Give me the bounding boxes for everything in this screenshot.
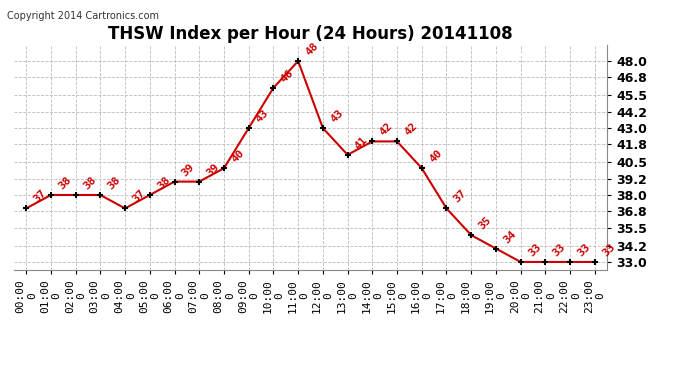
- Text: 33: 33: [526, 242, 543, 258]
- Text: 34: 34: [502, 228, 518, 245]
- Text: 40: 40: [427, 148, 444, 165]
- Text: 48: 48: [304, 41, 320, 57]
- Text: 39: 39: [205, 161, 221, 178]
- Text: 37: 37: [32, 188, 48, 205]
- Text: 38: 38: [81, 175, 98, 192]
- Text: 42: 42: [402, 121, 420, 138]
- Text: 42: 42: [378, 121, 395, 138]
- Text: 37: 37: [130, 188, 147, 205]
- Text: 38: 38: [106, 175, 123, 192]
- Text: 43: 43: [254, 108, 271, 124]
- Text: 46: 46: [279, 68, 295, 84]
- Text: 43: 43: [328, 108, 345, 124]
- Text: 33: 33: [551, 242, 568, 258]
- Text: 37: 37: [452, 188, 469, 205]
- Text: 38: 38: [155, 175, 172, 192]
- Text: 39: 39: [180, 161, 197, 178]
- Title: THSW Index per Hour (24 Hours) 20141108: THSW Index per Hour (24 Hours) 20141108: [108, 26, 513, 44]
- Text: 33: 33: [575, 242, 592, 258]
- Text: 35: 35: [477, 215, 493, 232]
- Text: 33: 33: [600, 242, 617, 258]
- Text: 40: 40: [230, 148, 246, 165]
- Text: Copyright 2014 Cartronics.com: Copyright 2014 Cartronics.com: [7, 11, 159, 21]
- Text: 41: 41: [353, 135, 370, 151]
- Text: 38: 38: [57, 175, 73, 192]
